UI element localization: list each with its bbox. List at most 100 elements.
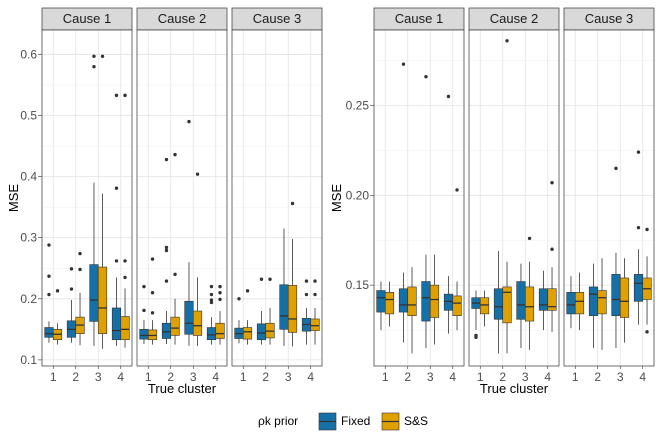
x-tick-label: 3 [617, 370, 624, 384]
outlier-point [69, 287, 74, 291]
box-ss-cluster-4 [310, 279, 320, 345]
panel-background [137, 30, 227, 366]
chart-1: 0.1 0.2 0.3 0.4 0.5 0.6 MSE True cluster Cause 1… [6, 7, 323, 396]
y-tick-label: 0.4 [20, 170, 37, 184]
y-axis-title: MSE [6, 184, 21, 213]
box-body [588, 286, 599, 316]
x-tick-label: 4 [544, 370, 551, 384]
outlier-point [195, 172, 200, 176]
outlier-point [173, 272, 177, 277]
outlier-point [100, 54, 105, 58]
outlier-point [164, 279, 169, 283]
x-tick-label: 2 [499, 370, 506, 384]
box-body [111, 307, 122, 341]
box-body [538, 288, 549, 311]
outlier-point [150, 257, 155, 261]
x-tick-label: 2 [262, 370, 269, 384]
x-tick-label: 3 [522, 370, 529, 384]
box-body [633, 274, 644, 302]
facet-2: Cause 2 1 2 3 4 [468, 7, 560, 384]
y-tick-label: 0.25 [346, 98, 370, 112]
outlier-point [550, 181, 554, 185]
facet-title: Cause 2 [490, 11, 538, 26]
facet-1: Cause 1 1 2 3 4 [373, 7, 465, 384]
outlier-point [268, 277, 272, 281]
panel-background [564, 30, 654, 366]
outlier-point [636, 225, 641, 230]
box-ss-cluster-3 [97, 54, 108, 349]
facet-title: Cause 1 [63, 11, 111, 26]
facet-3: Cause 3 1 2 3 4 [563, 7, 655, 384]
outlier-point [645, 227, 649, 232]
outlier-point [218, 297, 222, 302]
box-body [516, 281, 526, 320]
x-tick-label: 1 [240, 370, 247, 384]
box-ss-cluster-3 [524, 236, 535, 350]
box-body [215, 322, 225, 339]
box-body [566, 292, 576, 315]
x-tick-label: 3 [427, 370, 434, 384]
box-ss-cluster-4 [642, 227, 652, 334]
box-ss-cluster-4 [215, 284, 225, 345]
box-ss-cluster-4 [120, 93, 130, 348]
outlier-point [187, 119, 191, 124]
y-tick-label: 0.20 [346, 188, 370, 202]
plot-area: 0.1 0.2 0.3 0.4 0.5 0.6 MSE True cluster Cause 1… [6, 7, 655, 396]
box-body [429, 284, 440, 318]
box-body [89, 264, 99, 322]
panel-border [41, 29, 133, 367]
box-body [97, 266, 108, 334]
box-ss-cluster-2 [502, 39, 512, 354]
box-body [120, 316, 130, 341]
outlier-point [164, 248, 169, 253]
box-body [574, 292, 585, 315]
box-ss-cluster-3 [287, 201, 298, 347]
facet-3: Cause 3 1 2 3 4 [231, 7, 323, 384]
outlier-point [47, 292, 51, 297]
box-ss-cluster-1 [384, 281, 395, 327]
box-body [192, 310, 203, 336]
box-body [502, 286, 512, 324]
box-body [421, 281, 431, 322]
outlier-point [218, 284, 222, 289]
outlier-point [424, 75, 428, 79]
outlier-point [78, 251, 82, 256]
x-tick-label: 2 [404, 370, 411, 384]
outlier-point [123, 259, 127, 263]
x-tick-label: 4 [307, 370, 314, 384]
x-tick-label: 3 [285, 370, 292, 384]
box-fixed-cluster-2 [66, 267, 77, 343]
box-ss-cluster-1 [574, 272, 585, 331]
x-tick-label: 2 [167, 370, 174, 384]
legend-label-ss: S&S [404, 414, 428, 428]
outlier-point [636, 150, 641, 154]
box-body [611, 274, 621, 316]
box-body [376, 290, 386, 313]
box-body [398, 288, 409, 313]
y-tick-label: 0.6 [20, 47, 37, 61]
box-body [287, 285, 298, 333]
box-body [256, 323, 267, 341]
y-tick-label: 0.2 [20, 292, 37, 306]
x-axis-title: True cluster [148, 381, 217, 396]
box-body [524, 286, 535, 322]
box-body [619, 277, 630, 318]
box-ss-cluster-1 [479, 290, 490, 327]
outlier-point [313, 292, 317, 297]
legend-title: ρk prior [258, 414, 298, 428]
facet-title: Cause 3 [253, 11, 301, 26]
outlier-point [614, 166, 618, 171]
outlier-point [47, 243, 51, 247]
outlier-point [527, 236, 532, 241]
x-tick-label: 1 [572, 370, 579, 384]
outlier-point [114, 93, 119, 98]
box-fixed-cluster-1 [566, 276, 576, 329]
x-tick-label: 4 [639, 370, 646, 384]
outlier-point [455, 188, 459, 192]
legend-label-fixed: Fixed [341, 414, 370, 428]
x-tick-label: 4 [212, 370, 219, 384]
box-ss-cluster-1 [52, 289, 63, 345]
outlier-point [173, 152, 177, 157]
